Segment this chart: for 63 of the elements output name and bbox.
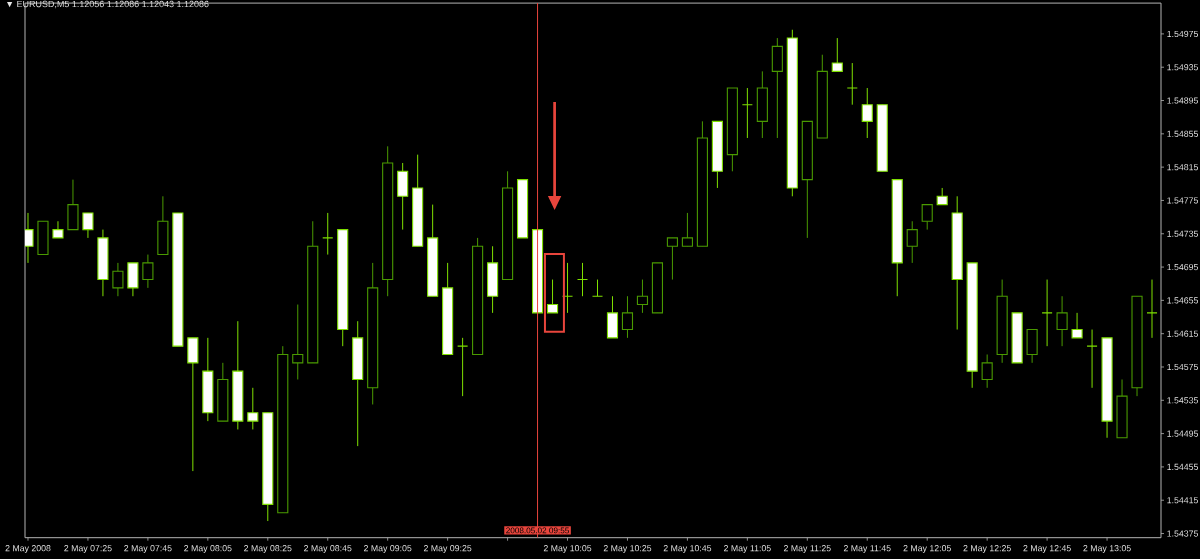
y-tick-label: 1.54855 <box>1167 130 1199 137</box>
x-tick-label: 2 May 08:25 <box>244 545 292 554</box>
x-tick-label: 2 May 10:45 <box>663 545 712 554</box>
candlestick <box>1056 295 1068 347</box>
candlestick <box>981 354 993 389</box>
x-tick-label: 2 May 07:45 <box>124 545 172 554</box>
y-tick-label: 1.54575 <box>1167 363 1199 371</box>
x-tick-label: 2 May 12:05 <box>903 545 951 554</box>
x-tick-label: 2 May 11:25 <box>783 545 831 554</box>
candlestick <box>82 212 94 239</box>
y-tick-label: 1.54775 <box>1167 197 1199 204</box>
candlestick <box>1041 279 1053 347</box>
candlestick <box>831 37 843 72</box>
candlestick <box>846 62 858 106</box>
candlestick <box>906 220 918 264</box>
x-tick-label: 2 May 12:45 <box>1023 545 1071 554</box>
x-tick-label: 2 May 11:45 <box>843 545 891 554</box>
x-tick-label: 2 May 10:05 <box>543 545 592 554</box>
y-tick-label: 1.54895 <box>1167 97 1199 104</box>
y-tick-label: 1.54495 <box>1167 430 1199 437</box>
x-tick-label: 2 May 2008 <box>5 545 51 554</box>
chart-title: ▼ EURUSD,M5 1.12056 1.12086 1.12043 1.12086 <box>7 0 209 9</box>
y-tick-label: 1.54535 <box>1167 397 1199 404</box>
candlestick <box>1071 312 1083 339</box>
y-tick-label: 1.54735 <box>1167 230 1199 237</box>
candlestick <box>1146 279 1158 339</box>
y-tick-label: 1.54975 <box>1167 30 1199 37</box>
ref-line-label: 2008.05.02 09:55 <box>506 527 569 534</box>
x-tick-label: 2 May 08:05 <box>184 545 232 554</box>
x-tick-label: 2 May 07:25 <box>64 545 112 554</box>
x-tick-label: 2 May 13:05 <box>1083 545 1131 554</box>
candlestick <box>112 262 124 297</box>
candlestick <box>621 295 634 339</box>
candlestick <box>142 254 154 289</box>
candlestick <box>741 87 753 139</box>
y-tick-label: 1.54375 <box>1167 530 1199 537</box>
candlestick <box>576 262 589 297</box>
candlestick <box>921 204 933 231</box>
x-tick-label: 2 May 09:05 <box>364 545 412 554</box>
y-tick-label: 1.54615 <box>1167 330 1199 337</box>
x-tick-label: 2 May 11:05 <box>724 545 771 554</box>
y-tick-label: 1.54695 <box>1167 263 1199 271</box>
candlestick <box>1086 329 1098 389</box>
candlestick <box>861 87 873 139</box>
candlestick <box>636 279 649 314</box>
candlestick <box>52 220 64 239</box>
y-tick-label: 1.54455 <box>1167 463 1199 470</box>
y-tick-label: 1.54415 <box>1167 497 1199 504</box>
x-tick-label: 2 May 10:25 <box>603 545 652 554</box>
x-tick-label: 2 May 12:25 <box>963 545 1011 554</box>
candlestick <box>457 337 469 397</box>
x-tick-label: 2 May 08:45 <box>304 545 352 554</box>
candlestick <box>591 279 604 297</box>
x-tick-label: 2 May 09:25 <box>423 545 472 554</box>
candlestick <box>292 304 304 380</box>
candlestick <box>666 237 678 281</box>
y-tick-label: 1.54655 <box>1167 297 1199 304</box>
candlestick <box>681 212 693 247</box>
candlestick <box>247 387 259 430</box>
candlestick <box>322 212 334 256</box>
y-tick-label: 1.54935 <box>1167 64 1199 71</box>
candlestick <box>546 279 559 314</box>
y-tick-label: 1.54815 <box>1167 164 1199 171</box>
